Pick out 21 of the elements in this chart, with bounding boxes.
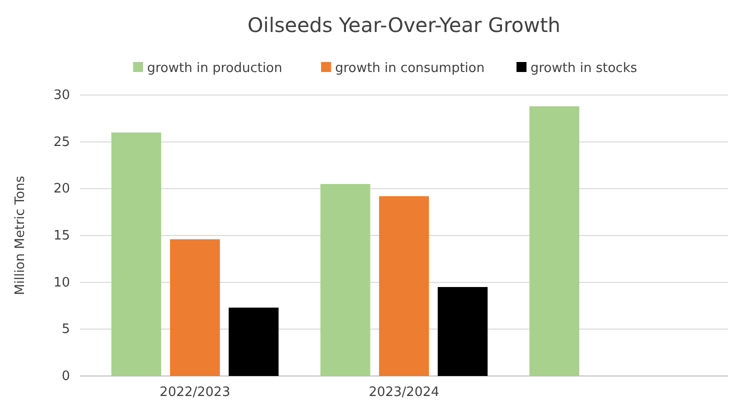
x-tick-label: 2023/2024 [368,385,440,400]
bar [379,196,429,376]
bar [228,308,279,376]
legend-label: growth in stocks [530,61,638,76]
y-tick-label: 25 [53,134,70,150]
y-tick-label: 15 [53,228,70,244]
y-tick-label: 5 [62,322,70,338]
bar [438,287,488,376]
y-tick-label: 0 [62,369,70,384]
bar [320,184,370,376]
y-tick-label: 30 [53,88,70,103]
y-tick-label: 20 [53,182,70,197]
y-tick-label: 10 [53,275,70,290]
x-tick-label: 2022/2023 [160,385,230,400]
legend-label: growth in production [147,61,282,76]
legend-label: growth in consumption [335,61,485,76]
bar [111,132,162,376]
bar [170,239,220,376]
bar [529,106,580,376]
chart-title: Oilseeds Year-Over-Year Growth [248,13,560,37]
y-axis-title: Million Metric Tons [13,176,28,296]
